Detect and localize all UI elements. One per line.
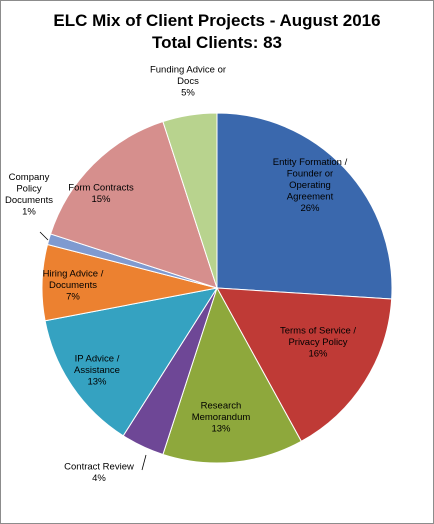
- slice-label-line: Memorandum: [192, 412, 251, 423]
- slice-label-line: Founder or: [287, 169, 333, 180]
- slice-label: IP Advice / Assistance 13%: [74, 354, 120, 388]
- slice-percent: 7%: [66, 292, 80, 303]
- slice-label-line: Privacy Policy: [288, 337, 347, 348]
- slice-percent: 13%: [87, 377, 107, 388]
- slice-label: Funding Advice or Docs 5%: [150, 65, 226, 99]
- slice-label-line: Assistance: [74, 365, 120, 376]
- chart-title-block: ELC Mix of Client Projects - August 2016…: [0, 10, 434, 54]
- pie-slice: [216, 112, 393, 300]
- chart-title: ELC Mix of Client Projects - August 2016: [53, 11, 381, 30]
- slice-label: Entity Formation / Founder or Operating Agr…: [273, 157, 348, 214]
- slice-label: Contract Review 4%: [64, 461, 134, 484]
- slice-label: Hiring Advice / Documents 7%: [43, 269, 104, 303]
- slice-label: Form Contracts 15%: [68, 182, 134, 205]
- slice-percent: 4%: [92, 473, 106, 484]
- slice-percent: 16%: [308, 349, 328, 360]
- slice-percent: 15%: [91, 194, 111, 205]
- slice-label-line: Policy: [16, 183, 42, 194]
- leader-line: [39, 231, 49, 241]
- slice-label-line: Hiring Advice /: [43, 269, 104, 280]
- slice-label-line: Documents: [5, 195, 53, 206]
- pie-slice: [162, 286, 302, 464]
- pie-slice: [49, 120, 218, 289]
- slice-label: Terms of Service / Privacy Policy 16%: [280, 326, 356, 360]
- slice-label-line: Documents: [49, 280, 97, 291]
- slice-label-line: Terms of Service /: [280, 326, 356, 337]
- slice-label-line: Docs: [177, 76, 199, 87]
- slice-label-line: Entity Formation /: [273, 157, 348, 168]
- slice-label-line: Form Contracts: [68, 182, 134, 193]
- slice-percent: 1%: [22, 206, 36, 217]
- chart-subtitle: Total Clients: 83: [151, 33, 283, 52]
- slice-label-line: Agreement: [287, 192, 334, 203]
- slice-percent: 13%: [211, 424, 231, 435]
- slice-percent: 26%: [300, 203, 320, 214]
- slice-percent: 5%: [181, 88, 195, 99]
- slice-label-line: Funding Advice or: [150, 65, 226, 76]
- pie-slice: [216, 287, 393, 443]
- slice-label-line: Contract Review: [64, 461, 134, 472]
- slice-label-line: Operating: [289, 180, 331, 191]
- slice-label-line: Company: [9, 172, 50, 183]
- pie-slice: [162, 112, 218, 289]
- slice-label-line: Research: [201, 401, 242, 412]
- slice-label: Company Policy Documents 1%: [5, 172, 53, 218]
- pie-slice: [44, 287, 219, 437]
- slice-label: Research Memorandum 13%: [192, 401, 251, 435]
- slice-label-line: IP Advice /: [75, 354, 120, 365]
- leader-line: [141, 454, 147, 471]
